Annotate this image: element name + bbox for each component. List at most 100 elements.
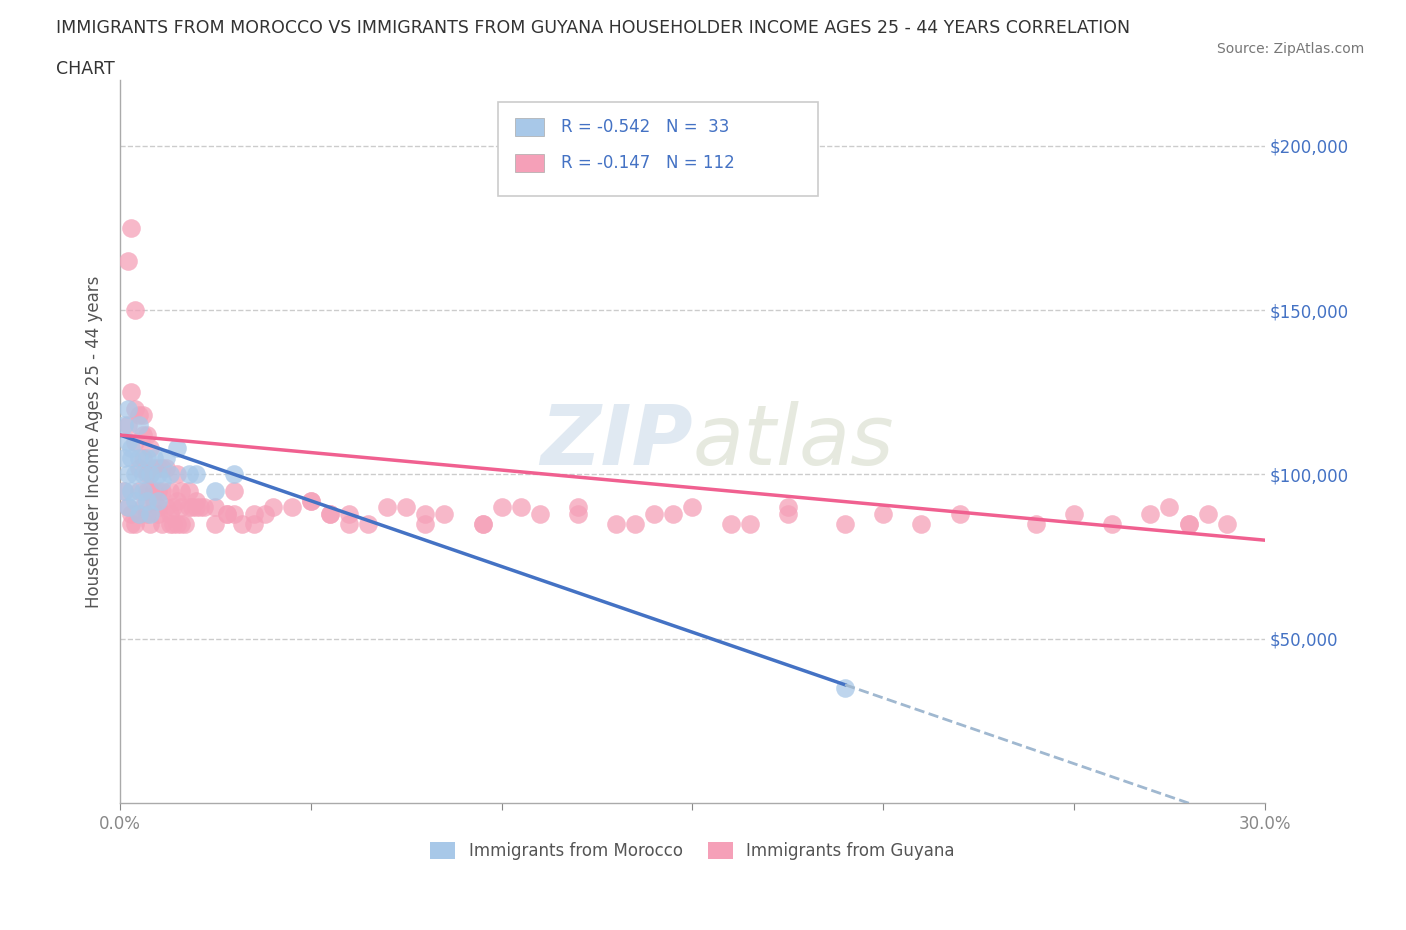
Point xyxy=(112,450,135,465)
Point xyxy=(177,484,200,498)
Point xyxy=(117,434,139,449)
Point xyxy=(139,467,162,482)
Point xyxy=(299,493,322,508)
Text: R = -0.147   N = 112: R = -0.147 N = 112 xyxy=(561,154,734,172)
Point xyxy=(624,516,647,531)
Point xyxy=(146,460,169,475)
Point xyxy=(872,507,894,522)
Point xyxy=(120,516,142,531)
Point xyxy=(910,516,932,531)
Point xyxy=(120,441,142,456)
Point xyxy=(242,516,264,531)
Point xyxy=(128,507,150,522)
Point xyxy=(337,507,360,522)
Point xyxy=(150,473,173,488)
Point xyxy=(193,500,215,515)
Point xyxy=(135,450,157,465)
Point xyxy=(337,516,360,531)
Point xyxy=(132,500,155,515)
Point xyxy=(605,516,627,531)
Point xyxy=(1177,516,1199,531)
Point xyxy=(128,450,150,465)
Point xyxy=(135,493,157,508)
Point xyxy=(135,507,157,522)
Point xyxy=(146,484,169,498)
Point xyxy=(170,516,193,531)
Point xyxy=(155,460,177,475)
Point xyxy=(299,493,322,508)
Point xyxy=(319,507,342,522)
Point xyxy=(776,500,799,515)
Point xyxy=(117,401,139,416)
Point xyxy=(1139,507,1161,522)
Point xyxy=(188,500,211,515)
Point xyxy=(170,500,193,515)
Point xyxy=(181,500,204,515)
Point xyxy=(834,681,856,696)
Point xyxy=(776,507,799,522)
Point xyxy=(224,467,246,482)
Point xyxy=(132,484,155,498)
Point xyxy=(491,500,513,515)
Point xyxy=(124,516,146,531)
Point xyxy=(159,507,181,522)
Point xyxy=(262,500,284,515)
Point xyxy=(155,500,177,515)
Point xyxy=(150,484,173,498)
Point xyxy=(224,484,246,498)
Point xyxy=(120,507,142,522)
Point xyxy=(143,460,166,475)
Point xyxy=(166,516,188,531)
Point xyxy=(132,428,155,443)
Point xyxy=(242,507,264,522)
Text: Source: ZipAtlas.com: Source: ZipAtlas.com xyxy=(1216,42,1364,56)
Point xyxy=(720,516,742,531)
Point xyxy=(146,467,169,482)
Point xyxy=(173,516,195,531)
Point xyxy=(1025,516,1047,531)
Text: R = -0.542   N =  33: R = -0.542 N = 33 xyxy=(561,118,730,136)
Point xyxy=(139,467,162,482)
Point xyxy=(128,484,150,498)
Text: CHART: CHART xyxy=(56,60,115,78)
Point xyxy=(124,467,146,482)
Point xyxy=(132,467,155,482)
Point xyxy=(948,507,970,522)
Point xyxy=(128,460,150,475)
Point xyxy=(139,516,162,531)
Point xyxy=(117,467,139,482)
Point xyxy=(231,516,253,531)
Point xyxy=(139,484,162,498)
Point xyxy=(135,484,157,498)
Point xyxy=(433,507,456,522)
Point xyxy=(186,493,208,508)
FancyBboxPatch shape xyxy=(498,101,818,196)
Point xyxy=(215,507,238,522)
Point xyxy=(357,516,380,531)
Point xyxy=(146,500,169,515)
Point xyxy=(567,507,589,522)
Point xyxy=(319,507,342,522)
Point xyxy=(834,516,856,531)
Point xyxy=(112,484,135,498)
Point xyxy=(177,500,200,515)
Point xyxy=(204,484,226,498)
Point xyxy=(186,467,208,482)
Point xyxy=(162,500,184,515)
Point xyxy=(120,484,142,498)
Point xyxy=(124,493,146,508)
Point xyxy=(375,500,398,515)
Point xyxy=(124,302,146,317)
Point xyxy=(139,441,162,456)
Point xyxy=(1215,516,1237,531)
Point xyxy=(1159,500,1181,515)
Point xyxy=(177,467,200,482)
Point xyxy=(112,484,135,498)
Point xyxy=(135,428,157,443)
Point xyxy=(159,467,181,482)
Point xyxy=(128,408,150,423)
Point xyxy=(146,507,169,522)
Point xyxy=(662,507,685,522)
Y-axis label: Householder Income Ages 25 - 44 years: Householder Income Ages 25 - 44 years xyxy=(86,275,103,608)
Point xyxy=(128,507,150,522)
